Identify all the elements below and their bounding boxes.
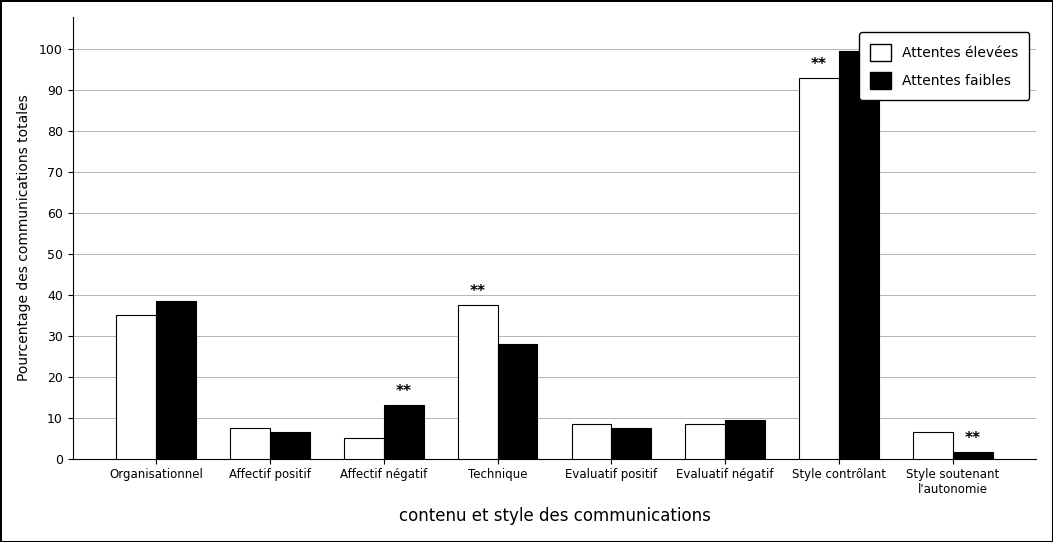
Bar <box>270 432 310 459</box>
Bar <box>612 428 651 459</box>
Bar <box>726 420 764 459</box>
Y-axis label: Pourcentage des communications totales: Pourcentage des communications totales <box>17 94 31 381</box>
Bar <box>383 405 423 459</box>
Bar <box>913 432 953 459</box>
Bar <box>156 301 196 459</box>
Bar <box>231 428 270 459</box>
Text: **: ** <box>811 57 827 72</box>
Bar <box>953 453 993 459</box>
Legend: Attentes élevées, Attentes faibles: Attentes élevées, Attentes faibles <box>859 33 1030 100</box>
Bar <box>572 424 612 459</box>
Bar <box>839 51 879 459</box>
Bar <box>799 78 839 459</box>
Bar <box>344 438 383 459</box>
Bar <box>458 305 498 459</box>
Bar <box>686 424 726 459</box>
Bar <box>117 315 156 459</box>
Text: **: ** <box>965 431 980 446</box>
Bar <box>498 344 537 459</box>
Text: **: ** <box>396 384 412 399</box>
Text: **: ** <box>470 284 485 299</box>
X-axis label: contenu et style des communications: contenu et style des communications <box>398 507 711 525</box>
